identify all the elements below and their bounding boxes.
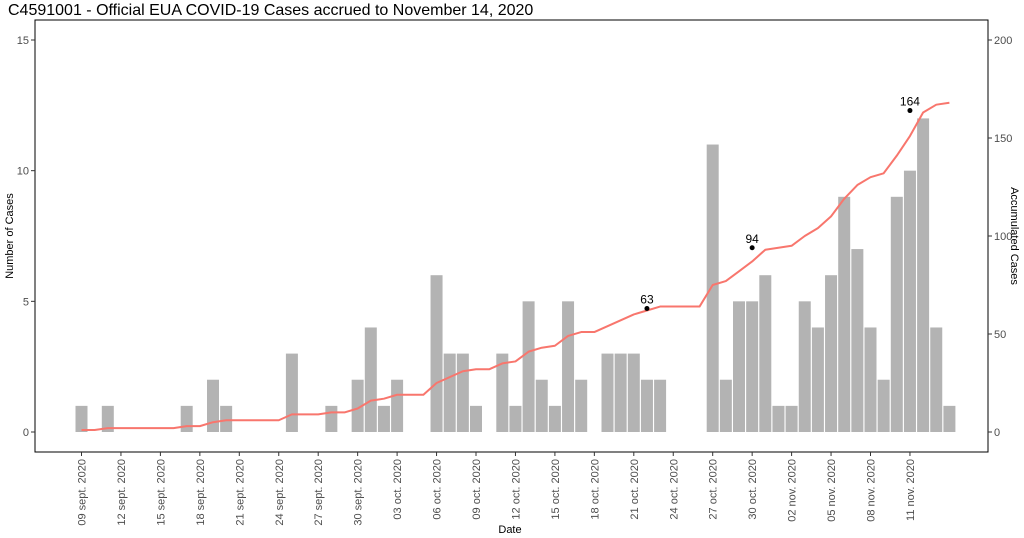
- bar: [917, 118, 930, 433]
- bar: [772, 405, 785, 432]
- y-tick-label: 10: [17, 166, 29, 178]
- bar: [706, 144, 719, 432]
- y-tick-label: 5: [23, 296, 29, 308]
- bar: [364, 327, 377, 432]
- bar: [903, 170, 916, 433]
- annotation-label: 94: [745, 232, 759, 246]
- x-axis-title: Date: [498, 524, 521, 536]
- bar: [890, 196, 903, 432]
- x-tick-label: 09 sept. 2020: [77, 459, 89, 526]
- x-tick-label: 15 oct. 2020: [550, 459, 562, 520]
- bar: [601, 353, 614, 432]
- bar: [75, 405, 88, 432]
- x-tick-label: 21 sept. 2020: [234, 459, 246, 526]
- bar: [443, 353, 456, 432]
- bar: [285, 353, 298, 432]
- y-right-axis: 0 50 100 150 200: [988, 35, 1012, 439]
- x-tick-label: 24 oct. 2020: [668, 459, 680, 520]
- y2-tick-label: 0: [994, 427, 1000, 439]
- bar: [759, 275, 772, 432]
- bar: [654, 379, 667, 432]
- x-tick-label: 06 oct. 2020: [432, 459, 444, 520]
- annotation-point: [749, 245, 755, 251]
- annotation-label: 164: [900, 95, 920, 109]
- line-layer: [81, 101, 950, 432]
- annotation-point: [644, 306, 650, 312]
- bar: [851, 249, 864, 432]
- annotation-point: [907, 108, 913, 114]
- annotations-layer: 63 94 164: [640, 95, 920, 312]
- bar: [562, 301, 575, 432]
- x-tick-label: 24 sept. 2020: [274, 459, 286, 526]
- bar: [207, 379, 219, 432]
- x-tick-label: 18 oct. 2020: [589, 459, 601, 520]
- bar: [640, 379, 653, 432]
- x-tick-label: 03 oct. 2020: [392, 459, 404, 520]
- y-tick-label: 15: [17, 35, 29, 47]
- x-tick-label: 27 sept. 2020: [313, 459, 325, 526]
- y2-tick-label: 100: [994, 231, 1012, 243]
- y2-tick-label: 150: [994, 133, 1012, 145]
- bar: [496, 353, 509, 432]
- x-tick-label: 30 oct. 2020: [747, 459, 759, 520]
- y2-tick-label: 50: [994, 329, 1006, 341]
- bar: [430, 275, 443, 432]
- x-tick-label: 21 oct. 2020: [629, 459, 641, 520]
- bar: [864, 327, 877, 432]
- bar: [180, 405, 193, 432]
- x-tick-label: 05 nov. 2020: [826, 459, 838, 522]
- bar: [785, 405, 798, 432]
- x-tick-label: 11 nov. 2020: [905, 459, 917, 521]
- chart-title: C4591001 - Official EUA COVID-19 Cases a…: [8, 2, 533, 19]
- bar: [325, 405, 338, 432]
- y2-tick-label: 200: [994, 35, 1012, 47]
- bar: [220, 405, 233, 432]
- x-tick-label: 12 oct. 2020: [510, 459, 522, 520]
- y2-axis-title: Accumulated Cases: [1008, 187, 1020, 285]
- y-tick-label: 0: [23, 427, 29, 439]
- bar: [470, 405, 482, 432]
- bar: [798, 301, 811, 432]
- bar: [575, 379, 588, 432]
- bar: [825, 275, 838, 432]
- x-tick-label: 08 nov. 2020: [866, 459, 878, 522]
- bar: [838, 196, 851, 432]
- x-tick-label: 27 oct. 2020: [708, 459, 720, 520]
- x-axis: 09 sept. 2020 12 sept. 2020 15 sept. 2020 1…: [77, 452, 917, 526]
- bar: [877, 379, 890, 432]
- x-tick-label: 02 nov. 2020: [787, 459, 799, 522]
- bar: [930, 327, 943, 432]
- bar: [943, 405, 956, 432]
- bar: [548, 405, 561, 432]
- bar: [746, 301, 759, 432]
- x-tick-label: 18 sept. 2020: [195, 459, 207, 526]
- bar: [733, 301, 745, 432]
- bar: [351, 379, 364, 432]
- bar: [391, 379, 404, 432]
- bar: [377, 405, 390, 432]
- bar: [456, 353, 469, 432]
- bar: [719, 379, 732, 432]
- accumulated-cases-line: [81, 101, 950, 432]
- bar: [509, 405, 522, 432]
- bar: [522, 301, 535, 432]
- annotation-label: 63: [640, 293, 654, 307]
- x-tick-label: 30 sept. 2020: [353, 459, 365, 526]
- y-axis-title: Number of Cases: [4, 193, 16, 279]
- x-tick-label: 15 sept. 2020: [155, 459, 167, 526]
- bar: [811, 327, 824, 432]
- x-tick-label: 12 sept. 2020: [116, 459, 128, 526]
- bar: [101, 405, 114, 432]
- bar: [614, 353, 627, 432]
- x-tick-label: 09 oct. 2020: [471, 459, 483, 520]
- bars-layer: [75, 118, 956, 433]
- bar: [627, 353, 640, 432]
- y-left-axis: 0 5 10 15: [17, 35, 35, 439]
- bar: [535, 379, 548, 432]
